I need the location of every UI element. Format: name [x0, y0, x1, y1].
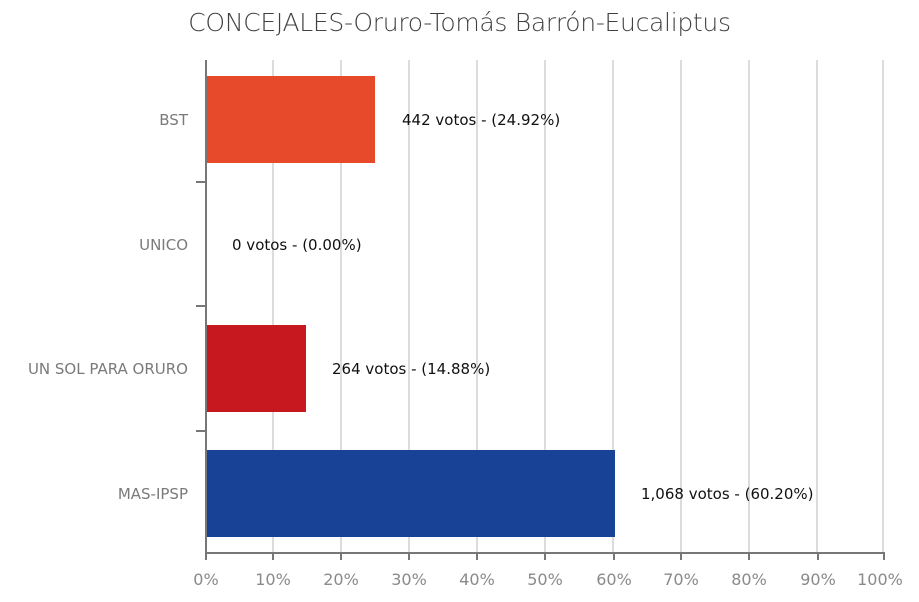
gridline	[408, 60, 410, 552]
x-tick-label: 90%	[800, 570, 836, 589]
y-axis	[205, 60, 207, 552]
x-tick	[680, 552, 682, 560]
x-tick	[272, 552, 274, 560]
x-tick	[340, 552, 342, 560]
x-tick-label: 100%	[857, 570, 903, 589]
bar-mas-ipsp[interactable]	[207, 450, 615, 537]
x-tick	[613, 552, 615, 560]
y-tick	[196, 305, 206, 307]
x-tick	[883, 552, 885, 560]
data-label: 1,068 votos - (60.20%)	[641, 485, 814, 503]
plot-area	[206, 60, 884, 552]
gridline	[680, 60, 682, 552]
x-tick	[544, 552, 546, 560]
category-label: UN SOL PARA ORURO	[27, 360, 188, 378]
x-tick-label: 80%	[731, 570, 767, 589]
gridline	[882, 60, 884, 552]
x-tick-label: 10%	[255, 570, 291, 589]
category-label: BST	[159, 111, 188, 129]
bar-bst[interactable]	[207, 76, 375, 163]
gridline	[272, 60, 274, 552]
data-label: 264 votos - (14.88%)	[332, 360, 491, 378]
gridline	[748, 60, 750, 552]
x-tick	[205, 552, 207, 560]
x-tick-label: 30%	[391, 570, 427, 589]
x-tick-label: 20%	[323, 570, 359, 589]
gridline	[340, 60, 342, 552]
category-label: UNICO	[139, 236, 188, 254]
data-label: 0 votos - (0.00%)	[232, 236, 362, 254]
x-tick-label: 70%	[663, 570, 699, 589]
x-tick-label: 40%	[459, 570, 495, 589]
y-tick	[196, 430, 206, 432]
y-tick	[196, 181, 206, 183]
x-tick-label: 60%	[596, 570, 632, 589]
gridline	[612, 60, 614, 552]
x-tick-label: 0%	[193, 570, 219, 589]
x-tick-label: 50%	[527, 570, 563, 589]
gridline	[816, 60, 818, 552]
gridline	[544, 60, 546, 552]
bar-un-sol-para-oruro[interactable]	[207, 325, 306, 412]
x-tick	[748, 552, 750, 560]
chart-title: CONCEJALES-Oruro-Tomás Barrón-Eucaliptus	[188, 8, 731, 37]
gridline	[476, 60, 478, 552]
x-tick	[408, 552, 410, 560]
x-tick	[476, 552, 478, 560]
data-label: 442 votos - (24.92%)	[402, 111, 561, 129]
category-label: MAS-IPSP	[117, 485, 188, 503]
x-tick	[817, 552, 819, 560]
